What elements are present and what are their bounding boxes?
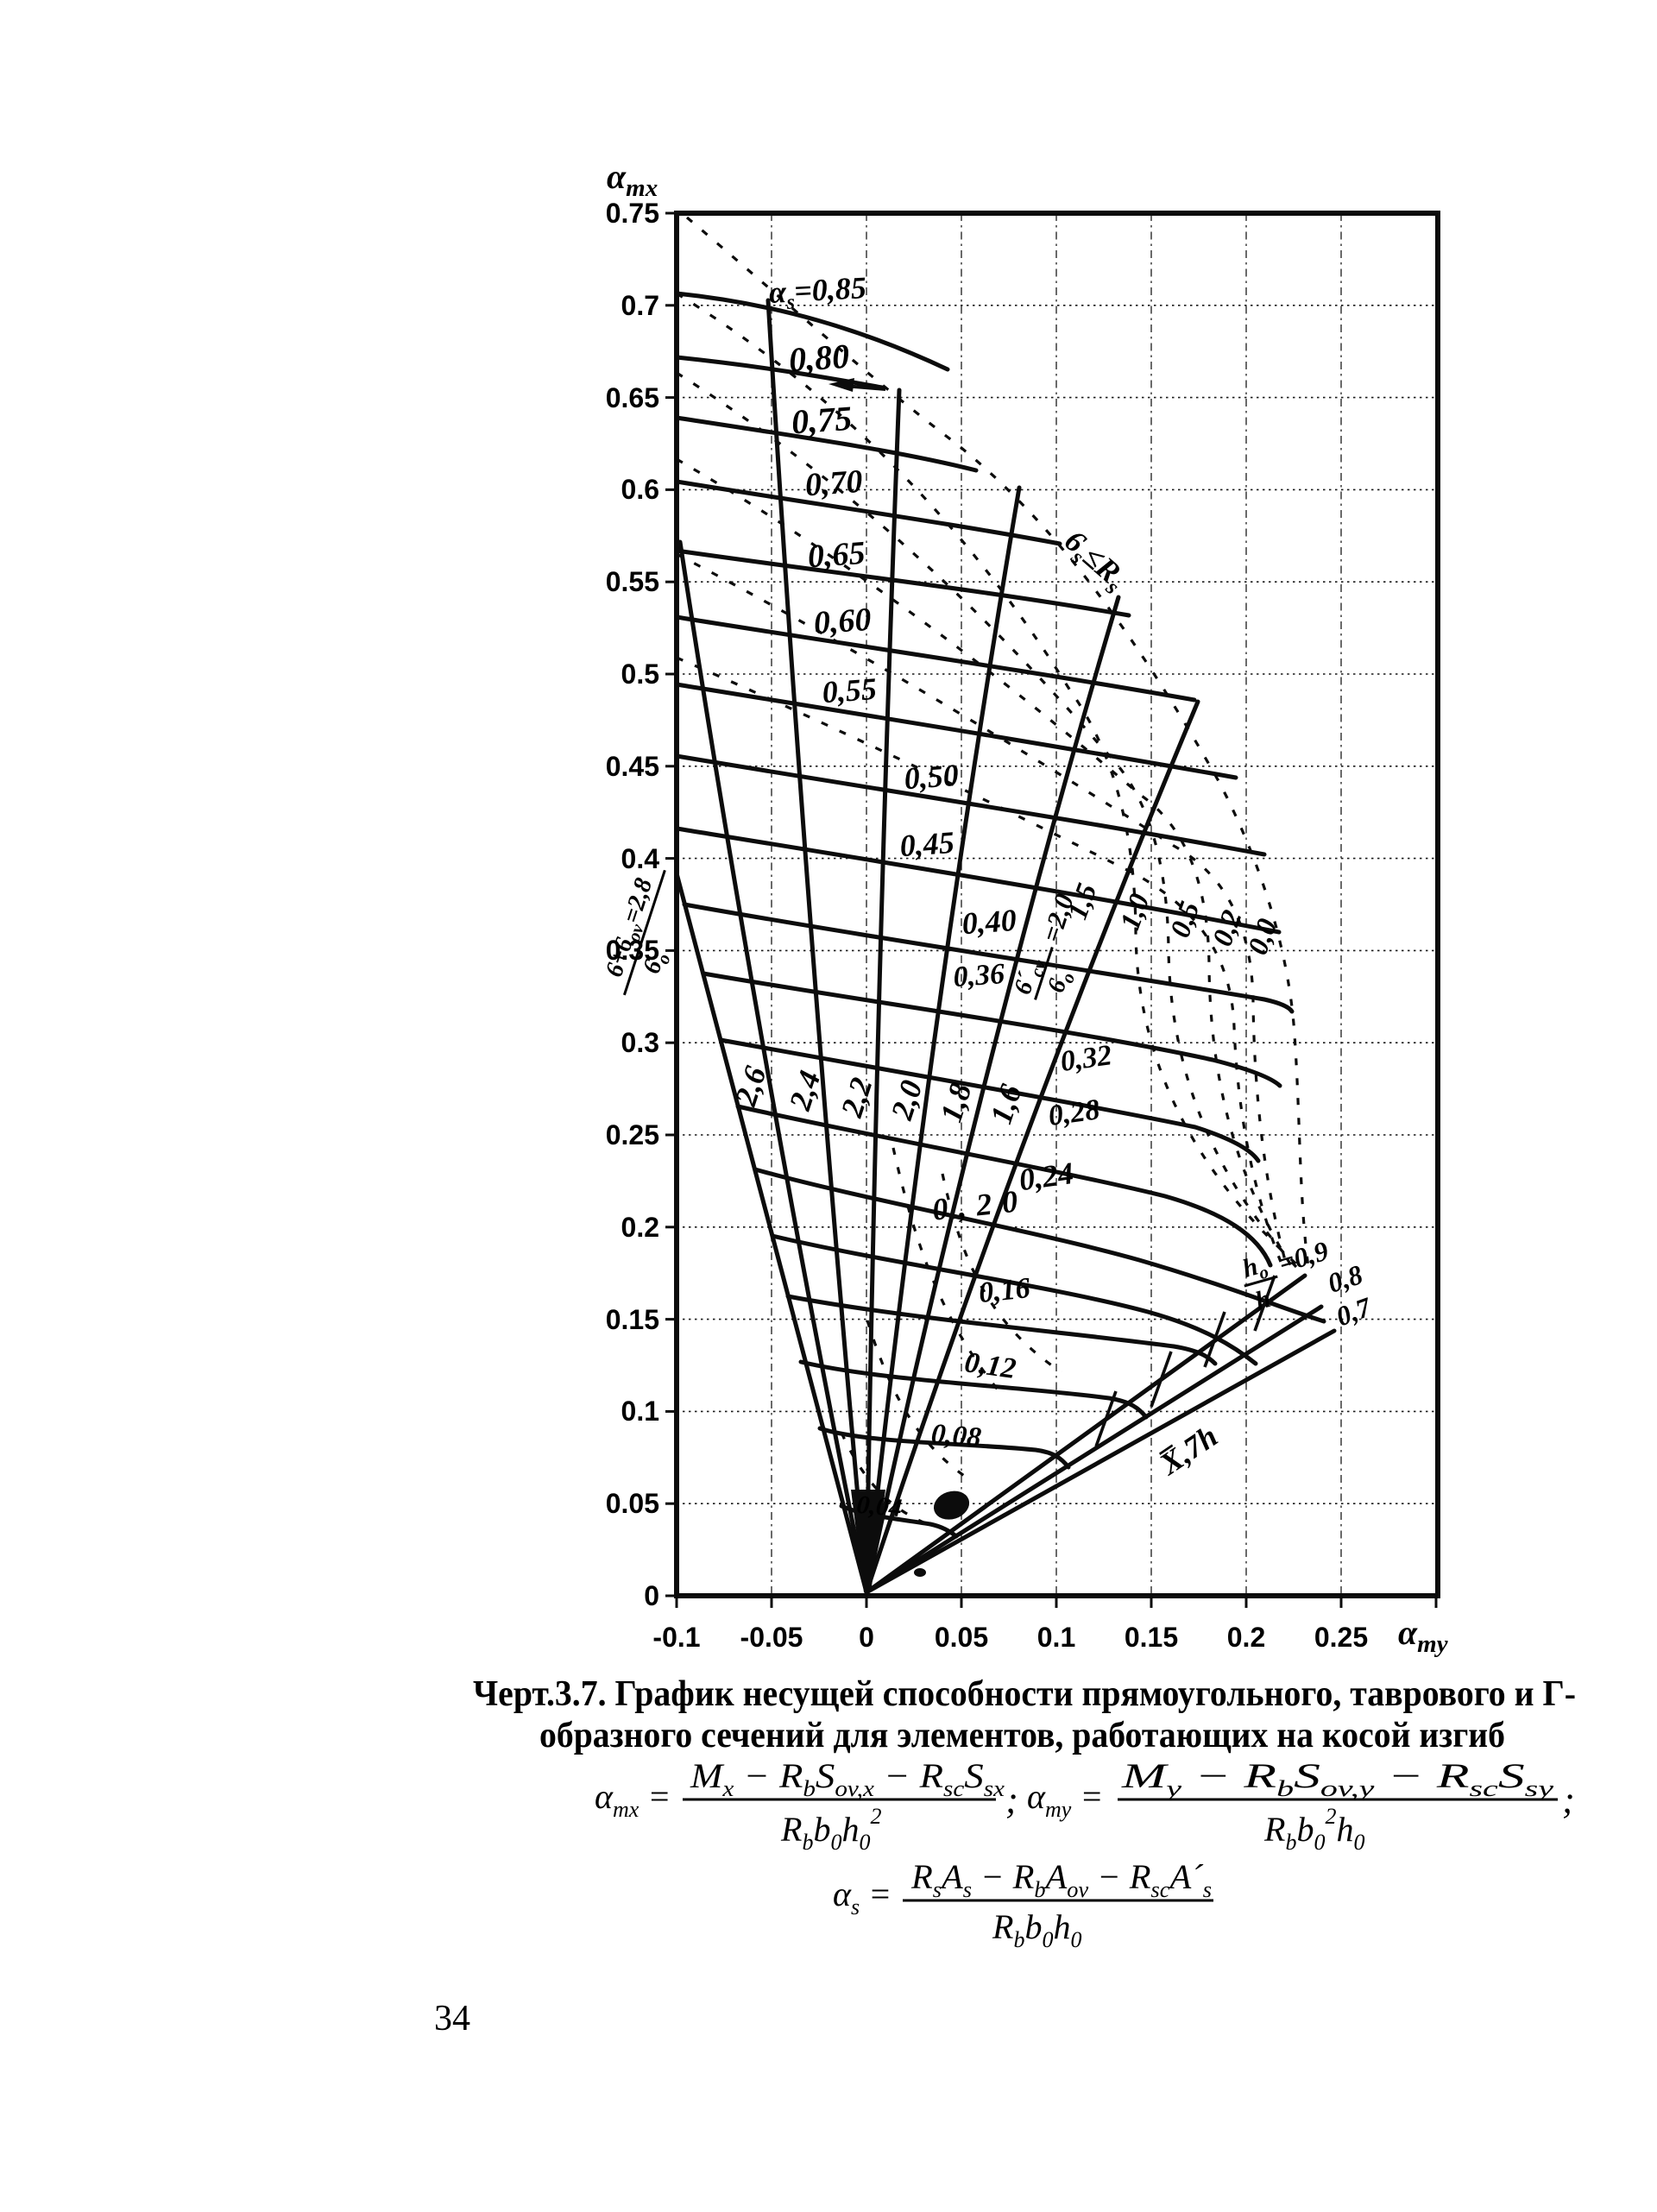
svg-text:0,28: 0,28	[1047, 1093, 1102, 1132]
svg-text:34: 34	[434, 1999, 470, 2039]
svg-text:-0.1: -0.1	[652, 1622, 700, 1653]
svg-text:αs​ =: αs​ =	[833, 1875, 892, 1919]
svg-text:0,04: 0,04	[855, 1490, 903, 1522]
svg-text:0.35: 0.35	[606, 935, 659, 966]
svg-text:0,12: 0,12	[962, 1346, 1018, 1385]
svg-text:0.15: 0.15	[1125, 1622, 1178, 1653]
svg-text:0,36: 0,36	[952, 958, 1005, 993]
svg-text:0.25: 0.25	[606, 1119, 659, 1150]
svg-text:образного сечений для элементо: образного сечений для элементов, работаю…	[539, 1716, 1505, 1755]
svg-text:0.4: 0.4	[621, 843, 660, 874]
svg-text:0,70: 0,70	[804, 463, 864, 504]
svg-text:0.25: 0.25	[1314, 1622, 1368, 1653]
svg-text:0.5: 0.5	[621, 659, 659, 690]
svg-text:0,32: 0,32	[1059, 1039, 1114, 1078]
svg-text:Rb​b02h0​: Rb​b02h0​	[1263, 1804, 1364, 1855]
svg-text:0.15: 0.15	[606, 1304, 659, 1335]
svg-text:0.3: 0.3	[621, 1027, 659, 1058]
svg-text:-0.05: -0.05	[740, 1622, 803, 1653]
svg-text:0.45: 0.45	[606, 751, 659, 782]
svg-text:0.05: 0.05	[935, 1622, 988, 1653]
svg-text:0,55: 0,55	[821, 671, 878, 709]
svg-text:0,40: 0,40	[961, 903, 1018, 941]
svg-text:0,65: 0,65	[807, 535, 866, 576]
svg-text:;: ;	[1562, 1779, 1575, 1821]
svg-text:0.7: 0.7	[621, 290, 659, 321]
svg-text:0,08: 0,08	[930, 1419, 983, 1454]
svg-text:0.2: 0.2	[1227, 1622, 1265, 1653]
svg-text:0,45: 0,45	[898, 825, 955, 863]
svg-text:0,24: 0,24	[1017, 1156, 1075, 1197]
svg-text:0,16: 0,16	[977, 1272, 1031, 1309]
svg-text:0.1: 0.1	[1037, 1622, 1075, 1653]
svg-text:Rb​b0​h0​: Rb​b0​h0​	[992, 1907, 1081, 1952]
svg-text:0: 0	[644, 1580, 659, 1611]
svg-text:0,80: 0,80	[788, 337, 851, 380]
svg-text:0.75: 0.75	[606, 198, 659, 229]
svg-text:0.6: 0.6	[621, 474, 659, 505]
svg-text:0.65: 0.65	[606, 382, 659, 413]
svg-text:0.2: 0.2	[621, 1212, 659, 1243]
svg-text:Черт.3.7. График несущей спосо: Черт.3.7. График несущей способности пря…	[473, 1674, 1576, 1714]
svg-text:0.55: 0.55	[606, 566, 659, 597]
svg-text:0,50: 0,50	[903, 758, 960, 796]
svg-text:;: ;	[1005, 1779, 1018, 1821]
svg-text:0.05: 0.05	[606, 1488, 659, 1519]
svg-text:0: 0	[859, 1622, 874, 1653]
svg-text:0.1: 0.1	[621, 1396, 659, 1427]
svg-text:0,75: 0,75	[791, 399, 854, 442]
svg-text:0,60: 0,60	[813, 602, 873, 642]
